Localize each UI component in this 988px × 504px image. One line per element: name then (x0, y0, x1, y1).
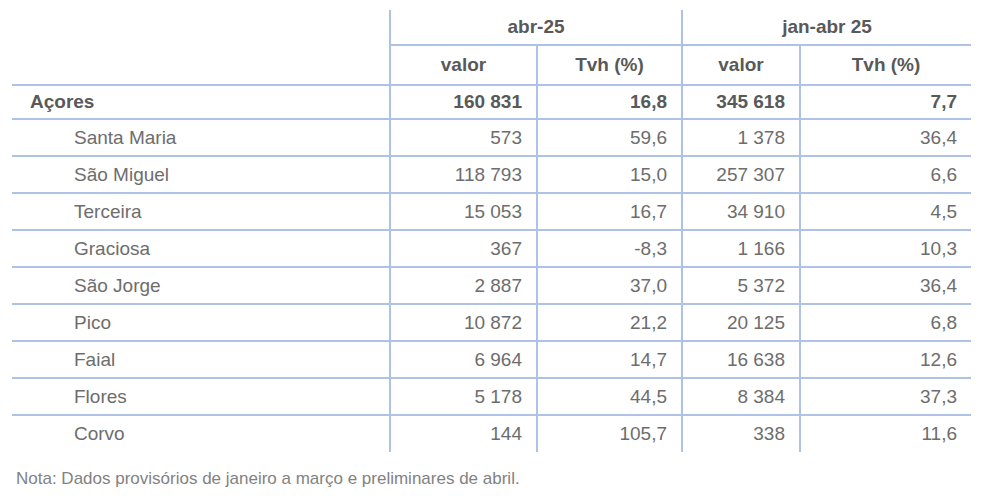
row-label: Faial (12, 341, 390, 378)
row-label: Flores (12, 378, 390, 415)
cell-valor-abr: 6 964 (390, 341, 537, 378)
table-row-graciosa: Graciosa 367 -8,3 1 166 10,3 (12, 230, 971, 267)
table-row-terceira: Terceira 15 053 16,7 34 910 4,5 (12, 193, 971, 230)
cell-tvh-janabr: 11,6 (800, 415, 971, 452)
empty-header-cell (12, 45, 390, 85)
row-label: Pico (12, 304, 390, 341)
period-header-row: abr-25 jan-abr 25 (12, 10, 971, 45)
cell-tvh-janabr: 36,4 (800, 119, 971, 156)
cell-tvh-janabr: 4,5 (800, 193, 971, 230)
table-row-santa-maria: Santa Maria 573 59,6 1 378 36,4 (12, 119, 971, 156)
cell-valor-janabr: 338 (682, 415, 800, 452)
cell-valor-janabr: 345 618 (682, 85, 800, 119)
row-label: São Miguel (12, 156, 390, 193)
cell-valor-abr: 5 178 (390, 378, 537, 415)
footnote: Nota: Dados provisórios de janeiro a mar… (16, 469, 988, 489)
regional-data-table: abr-25 jan-abr 25 valor Tvh (%) valor Tv… (12, 10, 971, 452)
column-header-tvh-abr: Tvh (%) (537, 45, 682, 85)
cell-tvh-abr: 16,7 (537, 193, 682, 230)
row-label: Graciosa (12, 230, 390, 267)
column-header-tvh-janabr: Tvh (%) (800, 45, 971, 85)
cell-tvh-abr: 105,7 (537, 415, 682, 452)
cell-valor-janabr: 16 638 (682, 341, 800, 378)
row-label: São Jorge (12, 267, 390, 304)
cell-tvh-janabr: 37,3 (800, 378, 971, 415)
cell-valor-abr: 160 831 (390, 85, 537, 119)
cell-valor-janabr: 257 307 (682, 156, 800, 193)
row-label: Corvo (12, 415, 390, 452)
cell-valor-janabr: 8 384 (682, 378, 800, 415)
column-header-valor-janabr: valor (682, 45, 800, 85)
cell-valor-abr: 573 (390, 119, 537, 156)
page: abr-25 jan-abr 25 valor Tvh (%) valor Tv… (0, 0, 988, 489)
cell-valor-abr: 2 887 (390, 267, 537, 304)
cell-tvh-abr: 44,5 (537, 378, 682, 415)
period-header-janabr25: jan-abr 25 (682, 10, 971, 45)
cell-tvh-abr: 15,0 (537, 156, 682, 193)
cell-tvh-janabr: 6,6 (800, 156, 971, 193)
row-label: Açores (12, 85, 390, 119)
cell-tvh-abr: 14,7 (537, 341, 682, 378)
cell-valor-janabr: 20 125 (682, 304, 800, 341)
cell-valor-janabr: 1 166 (682, 230, 800, 267)
table-row-pico: Pico 10 872 21,2 20 125 6,8 (12, 304, 971, 341)
cell-tvh-janabr: 10,3 (800, 230, 971, 267)
cell-valor-abr: 144 (390, 415, 537, 452)
row-label: Santa Maria (12, 119, 390, 156)
cell-valor-abr: 118 793 (390, 156, 537, 193)
cell-tvh-janabr: 12,6 (800, 341, 971, 378)
sub-header-row: valor Tvh (%) valor Tvh (%) (12, 45, 971, 85)
cell-tvh-abr: 21,2 (537, 304, 682, 341)
table-row-sao-miguel: São Miguel 118 793 15,0 257 307 6,6 (12, 156, 971, 193)
cell-valor-janabr: 1 378 (682, 119, 800, 156)
cell-tvh-abr: 59,6 (537, 119, 682, 156)
cell-valor-abr: 367 (390, 230, 537, 267)
cell-tvh-janabr: 6,8 (800, 304, 971, 341)
table-row-flores: Flores 5 178 44,5 8 384 37,3 (12, 378, 971, 415)
cell-tvh-janabr: 7,7 (800, 85, 971, 119)
cell-valor-janabr: 34 910 (682, 193, 800, 230)
row-label: Terceira (12, 193, 390, 230)
corner-cell (12, 10, 390, 45)
cell-tvh-abr: -8,3 (537, 230, 682, 267)
column-header-valor-abr: valor (390, 45, 537, 85)
cell-tvh-abr: 37,0 (537, 267, 682, 304)
table-row-acores-total: Açores 160 831 16,8 345 618 7,7 (12, 85, 971, 119)
cell-tvh-janabr: 36,4 (800, 267, 971, 304)
cell-valor-janabr: 5 372 (682, 267, 800, 304)
table-row-sao-jorge: São Jorge 2 887 37,0 5 372 36,4 (12, 267, 971, 304)
cell-tvh-abr: 16,8 (537, 85, 682, 119)
table-row-faial: Faial 6 964 14,7 16 638 12,6 (12, 341, 971, 378)
cell-valor-abr: 15 053 (390, 193, 537, 230)
period-header-abr25: abr-25 (390, 10, 682, 45)
cell-valor-abr: 10 872 (390, 304, 537, 341)
table-row-corvo: Corvo 144 105,7 338 11,6 (12, 415, 971, 452)
